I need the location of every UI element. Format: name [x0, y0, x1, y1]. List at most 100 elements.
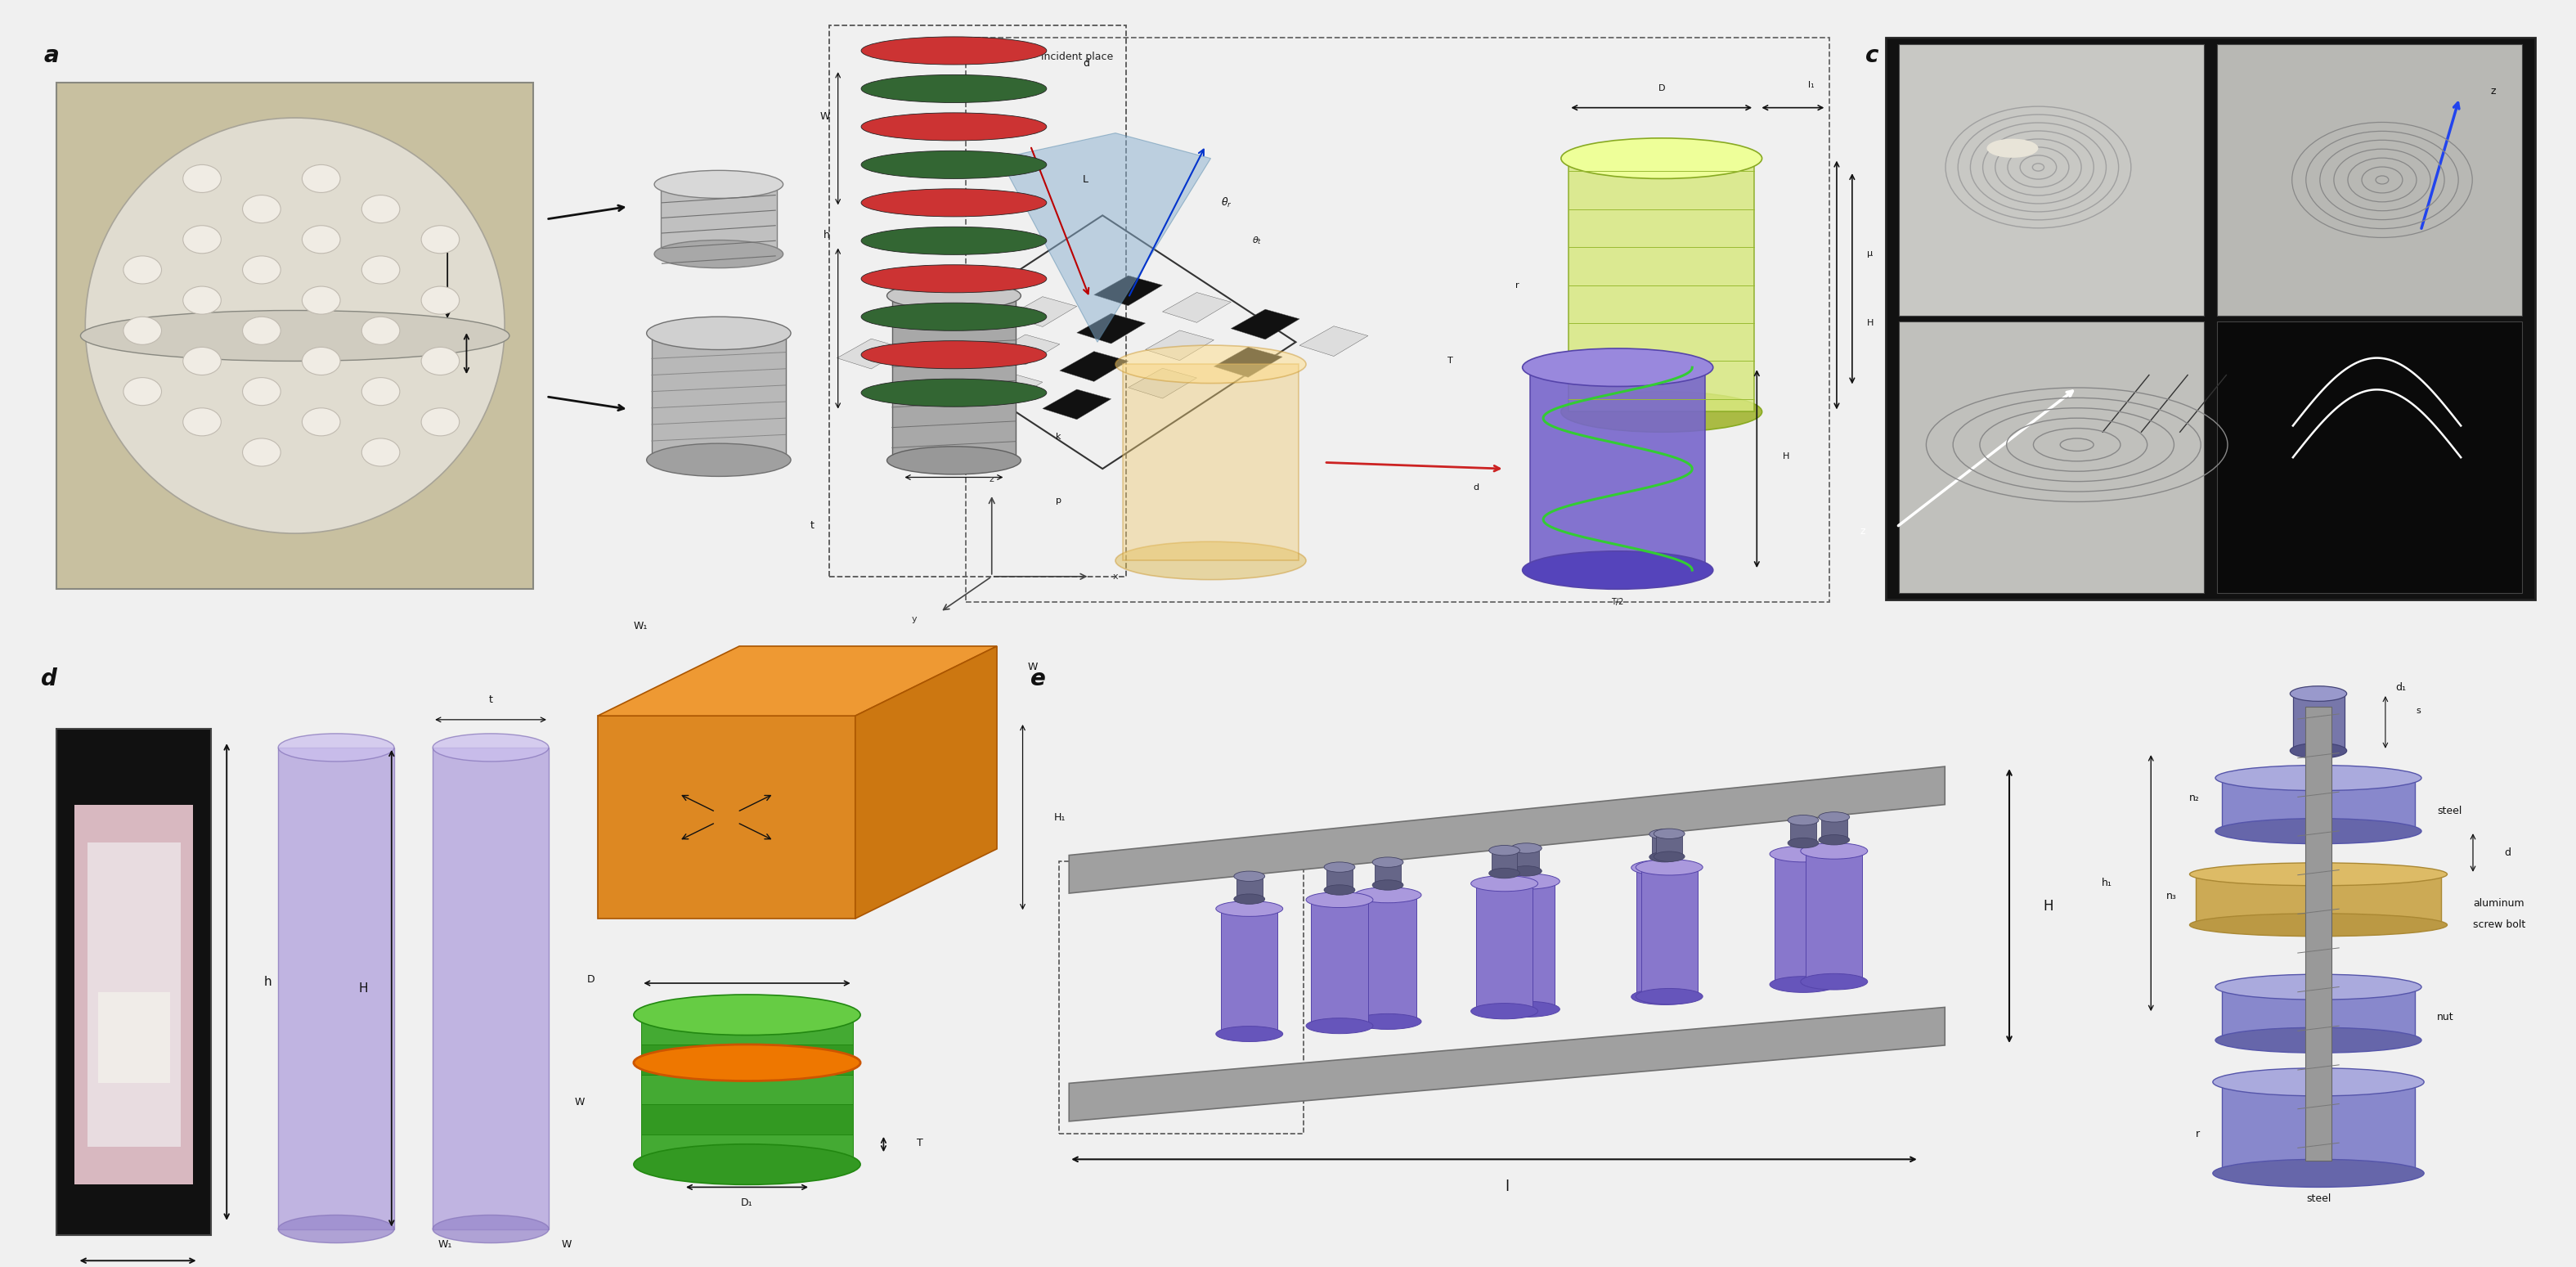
Ellipse shape — [242, 378, 281, 405]
Bar — [659, 184, 775, 253]
Text: W: W — [562, 1239, 572, 1249]
Bar — [641, 1045, 853, 1074]
Ellipse shape — [85, 118, 505, 533]
Ellipse shape — [361, 195, 399, 223]
Ellipse shape — [422, 408, 459, 436]
Text: z: z — [989, 475, 994, 483]
Text: b: b — [935, 44, 951, 67]
Ellipse shape — [1471, 875, 1538, 892]
Bar — [1476, 883, 1533, 1011]
Ellipse shape — [1115, 346, 1306, 383]
Text: d: d — [1473, 484, 1479, 492]
Ellipse shape — [860, 303, 1046, 331]
Text: t: t — [489, 694, 492, 704]
Ellipse shape — [1373, 858, 1404, 868]
Text: nut: nut — [2437, 1012, 2455, 1022]
Bar — [829, 25, 1126, 576]
Ellipse shape — [433, 1215, 549, 1243]
Bar — [1515, 848, 1540, 870]
Ellipse shape — [301, 165, 340, 193]
Ellipse shape — [1631, 860, 1698, 875]
Ellipse shape — [1561, 138, 1762, 179]
Ellipse shape — [361, 378, 399, 405]
Ellipse shape — [124, 317, 162, 345]
Bar — [1123, 365, 1298, 560]
Ellipse shape — [860, 379, 1046, 407]
Polygon shape — [1128, 369, 1198, 398]
Bar — [2221, 1082, 2416, 1173]
Ellipse shape — [242, 256, 281, 284]
Bar — [1360, 895, 1417, 1021]
Text: D₁: D₁ — [742, 1197, 752, 1207]
Ellipse shape — [242, 438, 281, 466]
Text: x: x — [1113, 573, 1118, 580]
Ellipse shape — [1216, 1026, 1283, 1041]
Ellipse shape — [1494, 1001, 1561, 1017]
Ellipse shape — [422, 347, 459, 375]
Ellipse shape — [634, 1044, 860, 1081]
Text: e: e — [1030, 668, 1046, 691]
Bar — [88, 843, 180, 1147]
Ellipse shape — [1373, 881, 1404, 891]
Ellipse shape — [886, 446, 1020, 474]
Ellipse shape — [361, 317, 399, 345]
Text: D: D — [587, 974, 595, 984]
Polygon shape — [1007, 296, 1077, 327]
Bar — [98, 992, 170, 1083]
Ellipse shape — [2290, 687, 2347, 702]
Ellipse shape — [1649, 829, 1680, 839]
Text: W: W — [819, 111, 829, 122]
Bar — [1376, 863, 1401, 886]
Ellipse shape — [860, 75, 1046, 103]
Polygon shape — [999, 133, 1211, 342]
Ellipse shape — [1489, 845, 1520, 855]
Polygon shape — [598, 646, 997, 716]
Text: k: k — [1056, 433, 1061, 441]
Text: H: H — [1783, 452, 1790, 460]
Ellipse shape — [422, 286, 459, 314]
Bar — [641, 1134, 853, 1164]
Text: h₁: h₁ — [2102, 878, 2112, 888]
Ellipse shape — [1234, 872, 1265, 882]
Ellipse shape — [2213, 1068, 2424, 1096]
Polygon shape — [922, 318, 992, 348]
Bar — [598, 716, 855, 919]
Ellipse shape — [278, 1215, 394, 1243]
Text: W₁: W₁ — [634, 621, 647, 631]
Ellipse shape — [361, 256, 399, 284]
Text: t: t — [811, 521, 814, 531]
Ellipse shape — [183, 286, 222, 314]
Text: H: H — [1868, 319, 1873, 327]
Polygon shape — [974, 372, 1043, 403]
Text: $\theta_i$: $\theta_i$ — [999, 196, 1010, 209]
Bar — [1311, 900, 1368, 1026]
Ellipse shape — [301, 226, 340, 253]
Ellipse shape — [654, 241, 783, 269]
Ellipse shape — [1819, 812, 1850, 822]
Ellipse shape — [433, 734, 549, 761]
Bar — [1569, 158, 1754, 412]
Ellipse shape — [361, 438, 399, 466]
Bar — [1636, 868, 1692, 997]
Ellipse shape — [242, 195, 281, 223]
Ellipse shape — [278, 734, 394, 761]
Text: incident place: incident place — [1041, 52, 1113, 62]
Bar — [2215, 44, 2522, 315]
Ellipse shape — [1471, 1003, 1538, 1019]
Ellipse shape — [1819, 835, 1850, 845]
Bar — [2215, 322, 2522, 593]
Bar — [1499, 882, 1556, 1010]
Ellipse shape — [1649, 851, 1680, 862]
Text: r: r — [2195, 1129, 2200, 1139]
Text: W: W — [1028, 661, 1038, 673]
Polygon shape — [1298, 326, 1368, 356]
Ellipse shape — [860, 227, 1046, 255]
Text: d: d — [41, 668, 57, 691]
Ellipse shape — [242, 317, 281, 345]
Text: screw bolt: screw bolt — [2473, 920, 2524, 930]
Text: D': D' — [953, 405, 963, 417]
Polygon shape — [992, 334, 1059, 365]
Text: d₁: d₁ — [2396, 682, 2406, 693]
Text: d: d — [1082, 58, 1090, 68]
Ellipse shape — [1788, 837, 1819, 848]
